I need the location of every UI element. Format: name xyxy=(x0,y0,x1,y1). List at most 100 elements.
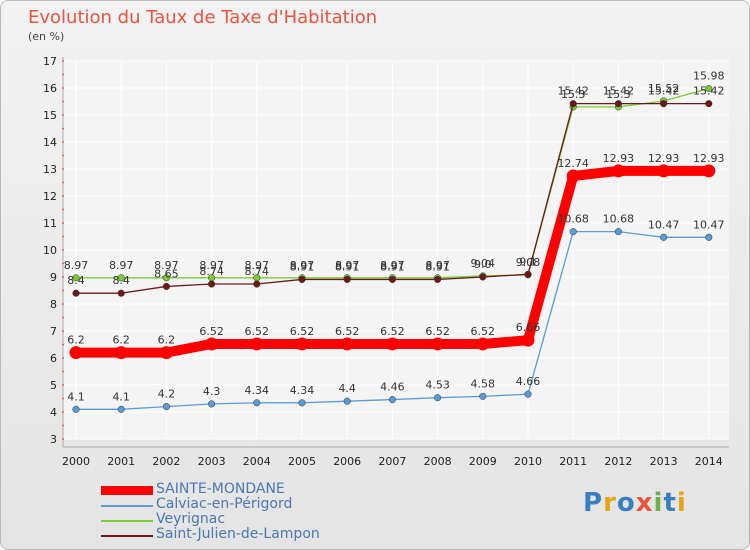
y-minor-tick xyxy=(62,154,64,157)
x-tick-label: 2003 xyxy=(198,455,226,468)
data-label: 12.93 xyxy=(603,152,635,165)
legend-label: Veyrignac xyxy=(156,511,226,527)
data-label: 8.97 xyxy=(199,259,224,272)
data-point xyxy=(569,228,577,236)
y-minor-tick xyxy=(62,127,64,130)
data-label: 8.74 xyxy=(245,265,270,278)
data-point xyxy=(117,274,125,282)
y-minor-tick xyxy=(62,114,64,116)
logo-letter: i xyxy=(676,488,687,518)
x-tick-label: 2009 xyxy=(469,455,497,468)
y-minor-tick xyxy=(62,235,64,238)
y-minor-tick xyxy=(62,262,64,265)
data-label: 9.04 xyxy=(471,257,496,270)
data-point xyxy=(114,346,128,360)
data-label: 4.4 xyxy=(338,382,356,395)
data-label: 10.47 xyxy=(648,218,680,231)
data-label: 10.68 xyxy=(557,213,589,226)
y-minor-tick xyxy=(62,330,64,332)
x-tick-label: 2008 xyxy=(424,455,452,468)
data-point xyxy=(343,275,351,283)
data-label: 6.52 xyxy=(290,325,315,338)
data-point xyxy=(205,337,219,351)
data-label: 8.97 xyxy=(109,259,134,272)
y-tick-label: 3 xyxy=(50,433,57,446)
data-point xyxy=(72,405,80,413)
y-minor-tick xyxy=(62,73,64,76)
data-label: 4.66 xyxy=(516,375,541,388)
data-point xyxy=(521,333,535,347)
y-tick-label: 14 xyxy=(43,136,57,149)
x-tick-label: 2010 xyxy=(514,455,542,468)
data-label: 12.93 xyxy=(648,152,680,165)
data-label: 8.74 xyxy=(199,265,224,278)
data-point xyxy=(340,337,354,351)
y-minor-tick xyxy=(62,276,64,278)
data-point xyxy=(479,392,487,400)
logo-letter: x xyxy=(635,488,654,518)
data-label: 15.42 xyxy=(648,85,680,98)
data-point xyxy=(388,396,396,404)
data-label: 6.66 xyxy=(516,321,541,334)
data-label: 6.2 xyxy=(158,334,176,347)
legend-swatch xyxy=(101,520,153,522)
data-label: 4.1 xyxy=(67,390,85,403)
y-minor-tick xyxy=(62,168,64,170)
legend-swatch xyxy=(101,505,153,507)
data-point xyxy=(476,337,490,351)
data-label: 8.91 xyxy=(380,260,405,273)
x-tick-label: 2013 xyxy=(650,455,678,468)
y-minor-tick xyxy=(62,411,64,413)
data-point xyxy=(162,274,170,282)
y-tick-label: 16 xyxy=(43,82,57,95)
data-label: 4.34 xyxy=(290,384,315,397)
y-minor-tick xyxy=(62,100,64,103)
data-label: 9.1 xyxy=(519,255,537,268)
data-label: 15.42 xyxy=(557,85,589,98)
data-point xyxy=(705,233,713,241)
data-point xyxy=(611,164,625,178)
y-tick-label: 8 xyxy=(50,298,57,311)
data-point xyxy=(162,403,170,411)
data-label: 10.47 xyxy=(693,218,725,231)
x-tick-label: 2007 xyxy=(378,455,406,468)
y-minor-tick xyxy=(62,397,64,400)
data-point xyxy=(250,337,264,351)
y-minor-tick xyxy=(62,181,64,184)
data-label: 9.0 xyxy=(474,258,492,271)
data-label: 8.97 xyxy=(245,259,270,272)
data-point xyxy=(660,100,668,108)
data-point xyxy=(72,289,80,297)
data-label: 6.52 xyxy=(335,325,360,338)
y-minor-tick xyxy=(62,357,64,359)
data-label: 4.1 xyxy=(112,390,130,403)
data-label: 4.46 xyxy=(380,381,405,394)
data-label: 15.3 xyxy=(606,88,631,101)
y-tick-label: 13 xyxy=(43,163,57,176)
data-label: 15.42 xyxy=(603,85,635,98)
logo-letter: r xyxy=(603,488,617,518)
y-minor-tick xyxy=(62,195,64,197)
data-label: 8.91 xyxy=(425,260,450,273)
data-label: 6.52 xyxy=(471,325,496,338)
x-tick-label: 2014 xyxy=(695,455,723,468)
y-tick-label: 4 xyxy=(50,406,57,419)
y-minor-tick xyxy=(62,289,64,292)
data-label: 4.34 xyxy=(245,384,270,397)
data-point xyxy=(434,275,442,283)
data-label: 8.97 xyxy=(335,259,360,272)
data-label: 6.52 xyxy=(380,325,405,338)
y-tick-label: 12 xyxy=(43,190,57,203)
data-label: 8.4 xyxy=(112,274,130,287)
data-label: 4.2 xyxy=(158,388,176,401)
data-label: 8.91 xyxy=(290,260,315,273)
y-minor-tick xyxy=(62,316,64,319)
y-tick-label: 7 xyxy=(50,325,57,338)
data-point xyxy=(388,275,396,283)
data-label: 6.52 xyxy=(199,325,224,338)
data-label: 6.52 xyxy=(425,325,450,338)
y-minor-tick xyxy=(62,141,64,143)
data-point xyxy=(298,399,306,407)
data-label: 8.91 xyxy=(335,260,360,273)
